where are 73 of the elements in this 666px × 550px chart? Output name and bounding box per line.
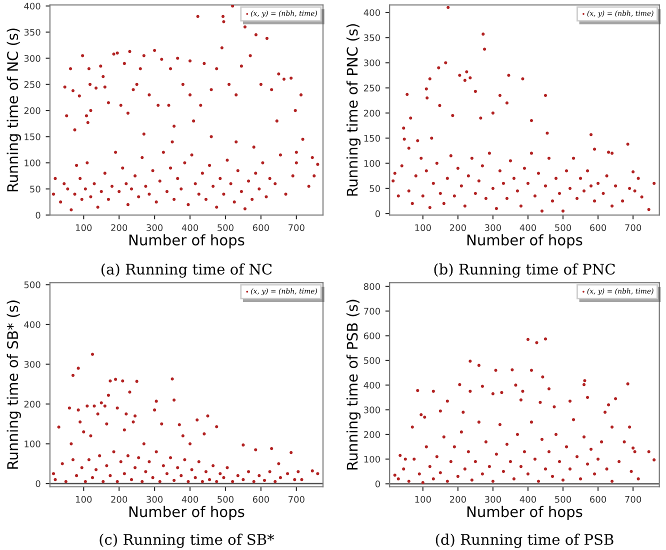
x-tick-label: 500 [218, 224, 234, 232]
x-axis-title: Number of hops [129, 506, 244, 520]
text: (b) Running time of PNC [434, 263, 615, 278]
y-tick-label: 300 [364, 59, 380, 66]
y-tick-label: 100 [24, 440, 40, 448]
y-tick-label: 50 [370, 185, 380, 192]
y-tick-label: 300 [364, 406, 380, 414]
y-axis-title: Running time of NC (s) [6, 28, 21, 192]
y-tick-label: 350 [24, 28, 40, 36]
x-tick-label: 600 [590, 496, 606, 503]
x-tick-label: 700 [288, 224, 304, 232]
y-tick-label: 200 [24, 400, 40, 408]
y-tick-label: 150 [24, 133, 40, 140]
x-tick-label: 300 [146, 496, 163, 503]
y-tick-label: 50 [30, 186, 40, 192]
x-tick-label: 200 [111, 496, 128, 503]
y-tick-label: 0 [36, 480, 40, 488]
y-tick-label: 200 [364, 431, 380, 438]
y-tick-label: 500 [364, 357, 380, 364]
text: (a) Running time of NC [102, 263, 272, 278]
y-tick-label: 350 [364, 34, 380, 42]
x-tick-label: 100 [415, 224, 431, 232]
x-tick-label: 200 [450, 496, 466, 503]
text: (c) Running time of SB* [100, 534, 274, 548]
x-tick-label: 500 [555, 496, 572, 503]
y-axis-title: Running time of PNC (s) [346, 24, 361, 196]
x-tick-label: 500 [555, 224, 572, 232]
y-tick-label: 400 [24, 321, 40, 328]
y-tick-label: 200 [364, 110, 380, 117]
y-tick-label: 600 [364, 332, 380, 340]
x-tick-label: 600 [252, 496, 269, 503]
text: (d) Running time of PSB [436, 534, 614, 548]
x-tick-label: 300 [146, 224, 163, 232]
x-tick-label: 400 [520, 496, 536, 503]
y-tick-label: 0 [375, 480, 380, 488]
y-tick-label: 300 [24, 54, 40, 62]
x-tick-label: 300 [485, 496, 501, 503]
x-tick-label: 600 [590, 224, 606, 232]
y-tick-label: 250 [24, 81, 40, 88]
y-tick-label: 200 [24, 107, 40, 114]
x-tick-label: 200 [111, 224, 128, 232]
x-tick-label: 300 [485, 224, 501, 232]
x-tick-label: 400 [182, 496, 198, 503]
y-tick-label: 500 [24, 281, 40, 288]
x-tick-label: 400 [520, 224, 536, 232]
y-tick-label: 0 [36, 212, 40, 219]
x-tick-label: 100 [76, 224, 92, 232]
x-tick-label: 100 [415, 496, 431, 503]
y-tick-label: 700 [364, 308, 380, 315]
y-tick-label: 150 [364, 134, 380, 142]
y-tick-label: 400 [364, 382, 380, 389]
x-axis-title: Number of hops [129, 234, 244, 248]
y-tick-label: 250 [364, 84, 380, 92]
x-axis-title: Number of hops [467, 234, 582, 248]
x-tick-label: 200 [450, 224, 466, 232]
x-tick-label: 100 [76, 496, 92, 503]
y-tick-label: 100 [24, 160, 40, 166]
y-axis-title: Running time of PSB (s) [346, 300, 361, 470]
y-axis-title: Running time of SB* (s) [6, 300, 21, 469]
x-tick-label: 700 [288, 496, 304, 503]
x-tick-label: 500 [218, 496, 234, 503]
x-tick-label: 700 [625, 224, 642, 232]
y-tick-label: 800 [364, 283, 380, 290]
y-tick-label: 100 [364, 456, 380, 463]
y-tick-label: 0 [375, 210, 380, 218]
y-tick-label: 100 [364, 160, 380, 167]
y-tick-label: 400 [364, 9, 380, 16]
x-axis-title: Number of hops [467, 506, 582, 520]
y-tick-label: 400 [24, 2, 40, 10]
y-tick-label: 300 [24, 360, 40, 368]
x-tick-label: 700 [625, 496, 642, 503]
x-tick-label: 400 [182, 224, 198, 232]
x-tick-label: 600 [252, 224, 269, 232]
